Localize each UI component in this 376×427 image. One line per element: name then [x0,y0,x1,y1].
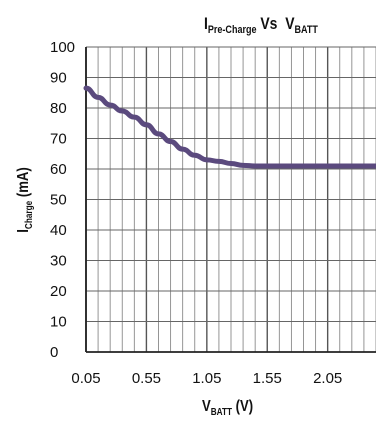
y-tick-label: 100 [50,39,75,56]
x-axis-label: VBATT (V) [202,398,254,418]
y-tick-label: 70 [50,131,67,148]
y-tick-label: 0 [50,344,58,361]
x-tick-label: 1.05 [192,370,221,387]
x-tick-label: 1.55 [253,370,282,387]
y-tick-label: 20 [50,283,67,300]
axes [85,47,376,353]
y-tick-label: 40 [50,222,67,239]
y-tick-label: 80 [50,100,67,117]
y-tick-label: 90 [50,70,67,87]
x-tick-label: 2.05 [313,370,342,387]
y-axis-label: ICharge (mA) [15,167,35,233]
series-line [83,85,376,169]
y-tick-label: 10 [50,314,67,331]
chart-title: IPre-Charge Vs VBATT [203,14,318,36]
y-tick-label: 60 [50,161,67,178]
x-tick-label: 0.55 [132,370,161,387]
x-tick-labels: 0.05 0.55 1.05 1.55 2.05 [71,370,342,387]
y-tick-label: 30 [50,253,67,270]
y-tick-labels: 0 10 20 30 40 50 60 70 80 90 100 [50,39,75,361]
grid [85,46,376,353]
y-tick-label: 50 [50,192,67,209]
x-tick-label: 0.05 [71,370,100,387]
